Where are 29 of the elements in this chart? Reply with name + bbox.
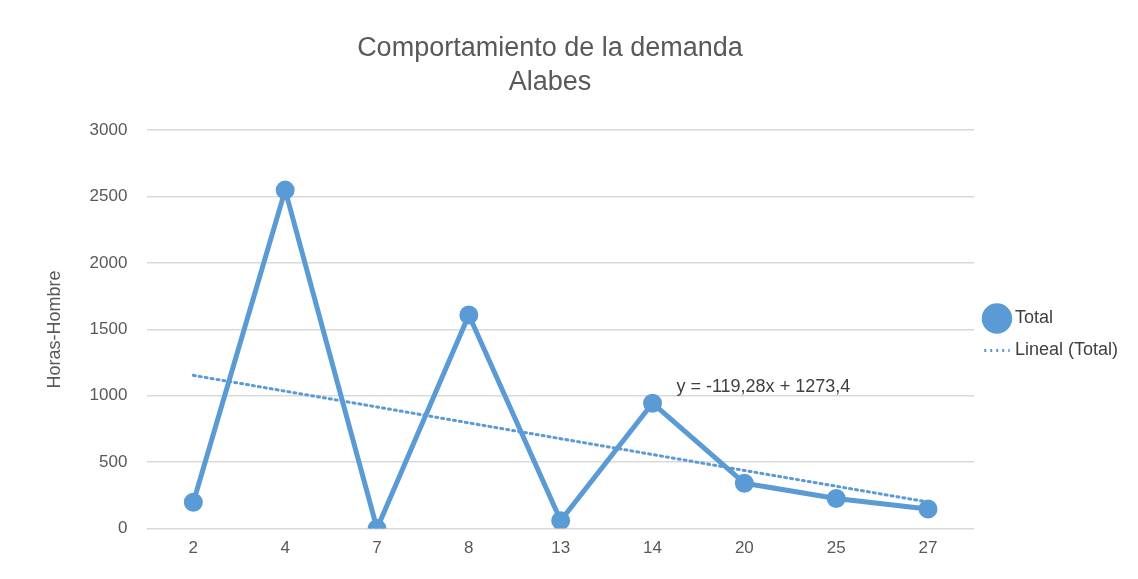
y-tick-label: 0 <box>117 518 128 538</box>
legend-label: Total <box>1014 307 1053 328</box>
point <box>643 393 663 413</box>
x-tick-label: 2 <box>188 538 199 558</box>
x-tick-label: 7 <box>372 538 382 558</box>
x-tick-label: 8 <box>464 538 474 558</box>
y-tick-label: 2000 <box>89 252 128 272</box>
annotation: y = -119,28x + 1273,4 <box>676 376 851 397</box>
legend-label: Lineal (Total) <box>1014 339 1119 360</box>
point <box>918 499 938 519</box>
x-tick-label: 20 <box>734 538 754 558</box>
point <box>275 180 295 200</box>
y-tick-label: 3000 <box>89 119 128 139</box>
point <box>551 511 571 529</box>
y-tick-label: 500 <box>99 451 128 471</box>
x-tick-label: 14 <box>643 538 662 558</box>
x-tick-label: 13 <box>551 538 571 558</box>
y-tick-label: 1000 <box>89 385 128 405</box>
x-tick-label: 25 <box>826 538 846 558</box>
y-tick-label: 1500 <box>89 319 128 339</box>
point <box>826 489 846 509</box>
chart-title: Comportamiento de la demanda Alabes <box>356 31 744 98</box>
point <box>183 492 203 512</box>
y-axis-title: Horas-Hombre <box>43 270 64 389</box>
x-tick-label: 27 <box>918 538 938 558</box>
x-tick-label: 4 <box>280 538 290 558</box>
point <box>459 305 479 325</box>
point <box>734 473 754 493</box>
y-tick-label: 2500 <box>89 186 128 206</box>
